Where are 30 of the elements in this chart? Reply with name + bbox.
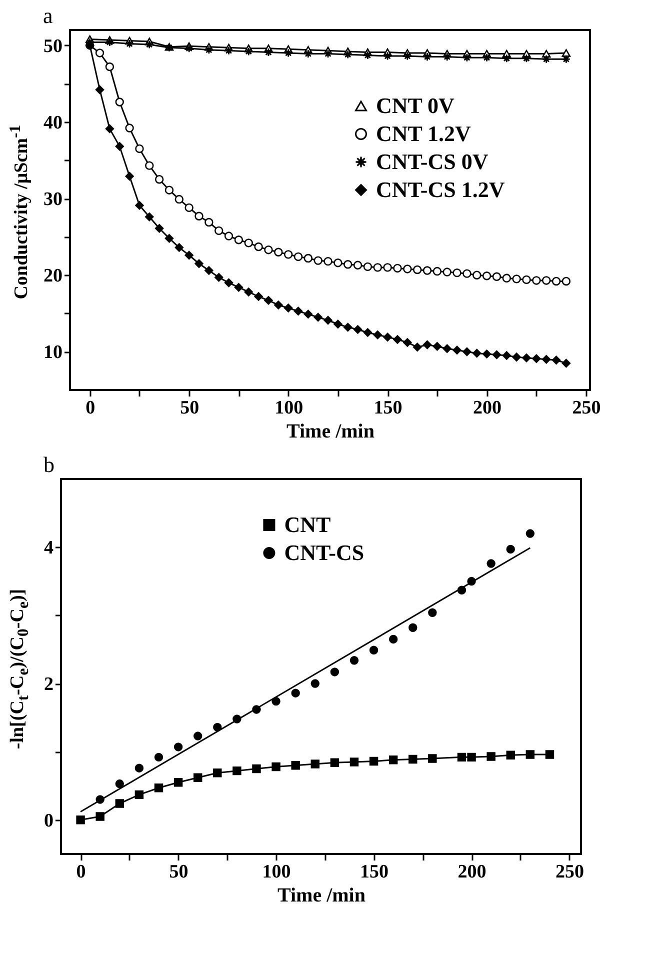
legend-label: CNT-CS 1.2V [376,177,505,202]
legend-label: CNT-CS 0V [376,149,488,174]
x-tick-label: 150 [374,398,402,418]
y-tick-label: 0 [44,810,54,832]
legend-label: CNT 1.2V [376,121,472,146]
x-tick-label: 0 [76,862,86,882]
y-tick-label: 20 [44,266,62,287]
y-tick-label: 30 [44,189,62,210]
x-tick-label: 200 [458,862,486,882]
x-tick-label: 200 [473,398,502,418]
x-axis-title: Time /min [286,420,374,442]
y-tick-label: 50 [44,36,62,57]
x-tick-label: 250 [572,398,601,418]
y-tick-label: 4 [44,538,54,559]
x-tick-label: 50 [180,398,200,418]
x-tick-label: 100 [262,862,291,882]
chart-title: a [43,3,53,28]
y-tick-label: 10 [44,342,62,364]
x-tick-label: 50 [169,862,188,882]
y-tick-label: 2 [44,674,54,696]
x-tick-label: 150 [360,862,389,882]
legend-label: CNT 0V [376,93,455,118]
x-tick-label: 100 [274,398,304,418]
chart-title: b [44,452,54,477]
legend-label: CNT [284,512,331,537]
x-tick-label: 0 [86,398,96,418]
y-tick-label: 40 [44,112,62,134]
legend-label: CNT-CS [284,540,364,565]
x-tick-label: 250 [556,862,584,882]
x-axis-title: Time /min [278,884,366,906]
